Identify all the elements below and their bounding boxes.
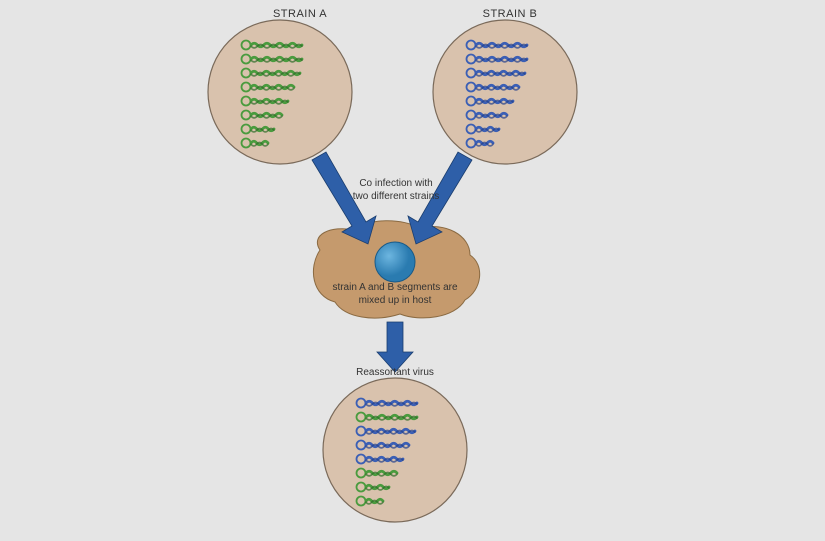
- virion-strain-a: [208, 20, 352, 164]
- label-reassortant: Reassortant virus: [340, 366, 450, 379]
- arrow-reassortant: [377, 322, 413, 372]
- label-cell: strain A and B segments are mixed up in …: [325, 281, 465, 307]
- virion-strain-b: [433, 20, 577, 164]
- cell-line1: strain A and B segments are: [332, 282, 457, 293]
- cell-line2: mixed up in host: [359, 295, 432, 306]
- label-strain-b: STRAIN B: [470, 8, 550, 20]
- label-strain-a: STRAIN A: [260, 8, 340, 20]
- label-coinfection: Co infection with two different strains: [336, 177, 456, 203]
- virion-reassortant: [323, 378, 467, 522]
- coinfection-line2: two different strains: [353, 191, 440, 202]
- coinfection-line1: Co infection with: [359, 178, 432, 189]
- nucleus: [375, 242, 415, 282]
